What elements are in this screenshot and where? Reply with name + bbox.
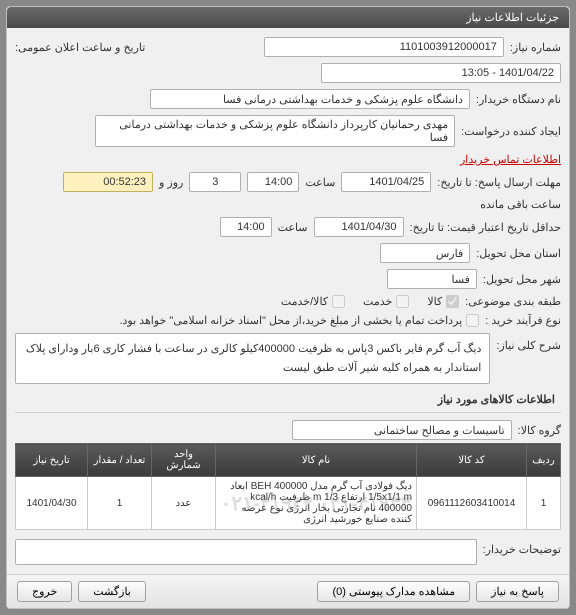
group-label: گروه کالا:: [518, 424, 561, 437]
cell-row: 1: [527, 477, 561, 530]
creator-field: مهدی رحمانیان کارپرداز دانشگاه علوم پزشک…: [95, 115, 455, 147]
city-field: فسا: [387, 269, 477, 289]
need-no-label: شماره نیاز:: [510, 41, 561, 54]
goods-section-title: اطلاعات کالاهای مورد نیاز: [15, 387, 561, 408]
need-no-field: 1101003912000017: [264, 37, 504, 57]
cell-unit: عدد: [152, 477, 216, 530]
buyer-notes-box: [15, 539, 477, 565]
time-label-2: ساعت: [278, 221, 308, 234]
respond-button[interactable]: پاسخ به نیاز: [476, 581, 559, 602]
process-note: پرداخت تمام یا بخشی از مبلغ خرید،از محل …: [119, 314, 462, 327]
validity-label: حداقل تاریخ اعتبار قیمت: تا تاریخ:: [410, 221, 561, 234]
desc-label: شرح کلی نیاز:: [496, 333, 561, 352]
panel-title: جزئیات اطلاعات نیاز: [7, 7, 569, 28]
buyer-notes-label: توضیحات خریدار:: [483, 539, 561, 556]
th-date: تاریخ نیاز: [16, 444, 88, 477]
category-label: طبقه بندی موضوعی:: [465, 295, 561, 308]
process-label: نوع فرآیند خرید :: [485, 314, 561, 327]
cat-both-label: کالا/خدمت: [281, 295, 328, 308]
separator: [15, 412, 561, 413]
category-options: کالا خدمت کالا/خدمت: [281, 295, 459, 308]
exit-button[interactable]: خروج: [17, 581, 72, 602]
days-label: روز و: [159, 176, 183, 189]
cell-date: 1401/04/30: [16, 477, 88, 530]
time-label-1: ساعت: [305, 176, 335, 189]
province-field: فارس: [380, 243, 470, 263]
th-code: کد کالا: [417, 444, 527, 477]
cat-service-checkbox[interactable]: خدمت: [363, 295, 409, 308]
province-label: استان محل تحویل:: [476, 247, 561, 260]
announce-label: تاریخ و ساعت اعلان عمومی:: [15, 41, 145, 54]
cat-service-label: خدمت: [363, 295, 392, 308]
th-row: ردیف: [527, 444, 561, 477]
table-header-row: ردیف کد کالا نام کالا واحد شمارش تعداد /…: [16, 444, 561, 477]
creator-label: ایجاد کننده درخواست:: [461, 125, 561, 138]
validity-date-field: 1401/04/30: [314, 217, 404, 237]
validity-time-field: 14:00: [220, 217, 272, 237]
details-panel: جزئیات اطلاعات نیاز شماره نیاز: 11010039…: [6, 6, 570, 609]
cell-name: دیگ فولادی آب گرم مدل BEH 400000 ابعاد 1…: [216, 477, 417, 530]
th-unit: واحد شمارش: [152, 444, 216, 477]
remaining-label: ساعت باقی مانده: [480, 198, 561, 211]
buyer-org-label: نام دستگاه خریدار:: [476, 93, 561, 106]
desc-box: دیگ آب گرم فایر باکس 3پاس به ظرفیت 40000…: [15, 333, 490, 384]
cat-goods-label: کالا: [427, 295, 442, 308]
back-button[interactable]: بازگشت: [78, 581, 146, 602]
th-name: نام کالا: [216, 444, 417, 477]
cat-goods-checkbox[interactable]: کالا: [427, 295, 459, 308]
countdown-field: 00:52:23: [63, 172, 153, 192]
announce-field: 1401/04/22 - 13:05: [321, 63, 561, 83]
city-label: شهر محل تحویل:: [483, 273, 561, 286]
watermark: ۰۲۱-۴۱۹۳۴ ۰۲۱-۴۱۹۳۴: [216, 477, 416, 529]
group-field: تاسیسات و مصالح ساختمانی: [292, 420, 512, 440]
days-field: 3: [189, 172, 241, 192]
items-table: ردیف کد کالا نام کالا واحد شمارش تعداد /…: [15, 443, 561, 530]
panel-body: شماره نیاز: 1101003912000017 تاریخ و ساع…: [7, 28, 569, 574]
attachments-button[interactable]: مشاهده مدارک پیوستی (0): [317, 581, 470, 602]
cell-qty: 1: [88, 477, 152, 530]
process-checkbox[interactable]: پرداخت تمام یا بخشی از مبلغ خرید،از محل …: [119, 314, 479, 327]
deadline-time-field: 14:00: [247, 172, 299, 192]
th-qty: تعداد / مقدار: [88, 444, 152, 477]
footer-bar: پاسخ به نیاز مشاهده مدارک پیوستی (0) باز…: [7, 574, 569, 608]
deadline-date-field: 1401/04/25: [341, 172, 431, 192]
buyer-org-field: دانشگاه علوم پزشکی و خدمات بهداشتی درمان…: [150, 89, 470, 109]
cat-both-checkbox[interactable]: کالا/خدمت: [281, 295, 345, 308]
contact-link[interactable]: اطلاعات تماس خریدار: [460, 153, 561, 166]
table-row: 10961112603410014دیگ فولادی آب گرم مدل B…: [16, 477, 561, 530]
deadline-label: مهلت ارسال پاسخ: تا تاریخ:: [437, 176, 561, 189]
cell-code: 0961112603410014: [417, 477, 527, 530]
